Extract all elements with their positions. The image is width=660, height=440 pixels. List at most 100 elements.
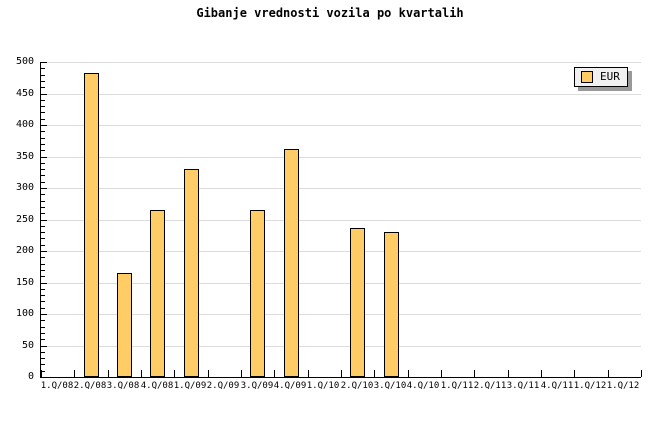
x-tick-2 — [108, 370, 109, 377]
x-tick-17 — [608, 370, 609, 377]
y-minor-tick-470 — [41, 81, 45, 82]
x-axis-labels: 1.Q/08 2.Q/08 3.Q/08 4.Q/08 1.Q/09 2.Q/09 3.Q/… — [40, 381, 660, 395]
legend: EUR — [574, 67, 628, 87]
bar-2.Q/10 — [350, 228, 365, 377]
y-minor-tick-10 — [41, 371, 45, 372]
gridline-300 — [41, 188, 641, 189]
y-minor-tick-180 — [41, 264, 45, 265]
y-minor-tick-260 — [41, 213, 45, 214]
y-label-0: 0 — [27, 371, 34, 382]
y-label-500: 500 — [15, 56, 34, 67]
y-minor-tick-420 — [41, 112, 45, 113]
y-label-300: 300 — [15, 182, 34, 193]
bar-3.Q/10 — [384, 232, 399, 377]
x-tick-9 — [341, 370, 342, 377]
y-major-tick-250 — [41, 220, 47, 221]
gridline-250 — [41, 220, 641, 221]
y-major-tick-400 — [41, 125, 47, 126]
gridline-500 — [41, 62, 641, 63]
x-tick-7 — [274, 370, 275, 377]
x-tick-16 — [574, 370, 575, 377]
bar-1.Q/09 — [184, 169, 199, 377]
y-minor-tick-30 — [41, 358, 45, 359]
y-minor-tick-220 — [41, 238, 45, 239]
x-tick-12 — [441, 370, 442, 377]
y-minor-tick-280 — [41, 201, 45, 202]
x-label-1: 2.Q/08 — [73, 381, 107, 391]
bar-3.Q/09 — [250, 210, 265, 377]
x-tick-0 — [41, 370, 42, 377]
x-tick-4 — [174, 370, 175, 377]
bar-4.Q/08 — [150, 210, 165, 377]
y-label-200: 200 — [15, 245, 34, 256]
y-minor-tick-490 — [41, 68, 45, 69]
gridline-200 — [41, 251, 641, 252]
y-minor-tick-190 — [41, 257, 45, 258]
x-label-3: 4.Q/08 — [140, 381, 174, 391]
y-major-tick-300 — [41, 188, 47, 189]
x-label-2: 3.Q/08 — [106, 381, 140, 391]
x-tick-13 — [474, 370, 475, 377]
x-label-8: 1.Q/10 — [306, 381, 340, 391]
x-label-15: 4.Q/11 — [540, 381, 574, 391]
legend-label: EUR — [600, 70, 620, 83]
y-label-150: 150 — [15, 277, 34, 288]
y-minor-tick-380 — [41, 138, 45, 139]
y-minor-tick-70 — [41, 333, 45, 334]
x-label-12: 1.Q/11 — [440, 381, 474, 391]
y-minor-tick-170 — [41, 270, 45, 271]
x-tick-15 — [541, 370, 542, 377]
x-tick-18 — [641, 370, 642, 377]
y-minor-tick-210 — [41, 245, 45, 246]
x-label-5: 2.Q/09 — [206, 381, 240, 391]
y-minor-tick-360 — [41, 150, 45, 151]
y-major-tick-350 — [41, 157, 47, 158]
y-minor-tick-440 — [41, 100, 45, 101]
y-minor-tick-430 — [41, 106, 45, 107]
y-minor-tick-230 — [41, 232, 45, 233]
y-minor-tick-370 — [41, 144, 45, 145]
x-tick-3 — [141, 370, 142, 377]
gridline-450 — [41, 94, 641, 95]
y-label-100: 100 — [15, 308, 34, 319]
legend-swatch-eur-icon — [581, 71, 593, 83]
x-label-10: 3.Q/10 — [373, 381, 407, 391]
y-major-tick-100 — [41, 314, 47, 315]
x-tick-11 — [408, 370, 409, 377]
y-major-tick-50 — [41, 346, 47, 347]
x-tick-1 — [74, 370, 75, 377]
y-minor-tick-160 — [41, 276, 45, 277]
y-label-450: 450 — [15, 88, 34, 99]
y-minor-tick-90 — [41, 320, 45, 321]
x-label-17: 1.Q/12 — [606, 381, 640, 391]
y-minor-tick-320 — [41, 175, 45, 176]
y-minor-tick-340 — [41, 163, 45, 164]
x-tick-14 — [508, 370, 509, 377]
x-tick-6 — [241, 370, 242, 377]
y-major-tick-200 — [41, 251, 47, 252]
y-minor-tick-240 — [41, 226, 45, 227]
bar-2.Q/08 — [84, 73, 99, 377]
x-label-4: 1.Q/09 — [173, 381, 207, 391]
gridline-50 — [41, 346, 641, 347]
y-label-400: 400 — [15, 119, 34, 130]
x-tick-8 — [308, 370, 309, 377]
y-minor-tick-110 — [41, 308, 45, 309]
y-minor-tick-20 — [41, 364, 45, 365]
y-minor-tick-410 — [41, 119, 45, 120]
x-label-13: 2.Q/11 — [473, 381, 507, 391]
y-minor-tick-120 — [41, 301, 45, 302]
plot-area — [40, 62, 642, 378]
x-tick-10 — [374, 370, 375, 377]
bar-3.Q/08 — [117, 273, 132, 377]
x-tick-5 — [208, 370, 209, 377]
x-label-9: 2.Q/10 — [340, 381, 374, 391]
chart-title: Gibanje vrednosti vozila po kvartalih — [196, 6, 464, 20]
y-major-tick-450 — [41, 94, 47, 95]
y-axis-labels: 0 50 100 150 200 250 300 350 400 450 500 — [0, 57, 34, 382]
x-label-7: 4.Q/09 — [273, 381, 307, 391]
x-label-0: 1.Q/08 — [40, 381, 74, 391]
y-minor-tick-390 — [41, 131, 45, 132]
gridline-150 — [41, 283, 641, 284]
y-minor-tick-290 — [41, 194, 45, 195]
